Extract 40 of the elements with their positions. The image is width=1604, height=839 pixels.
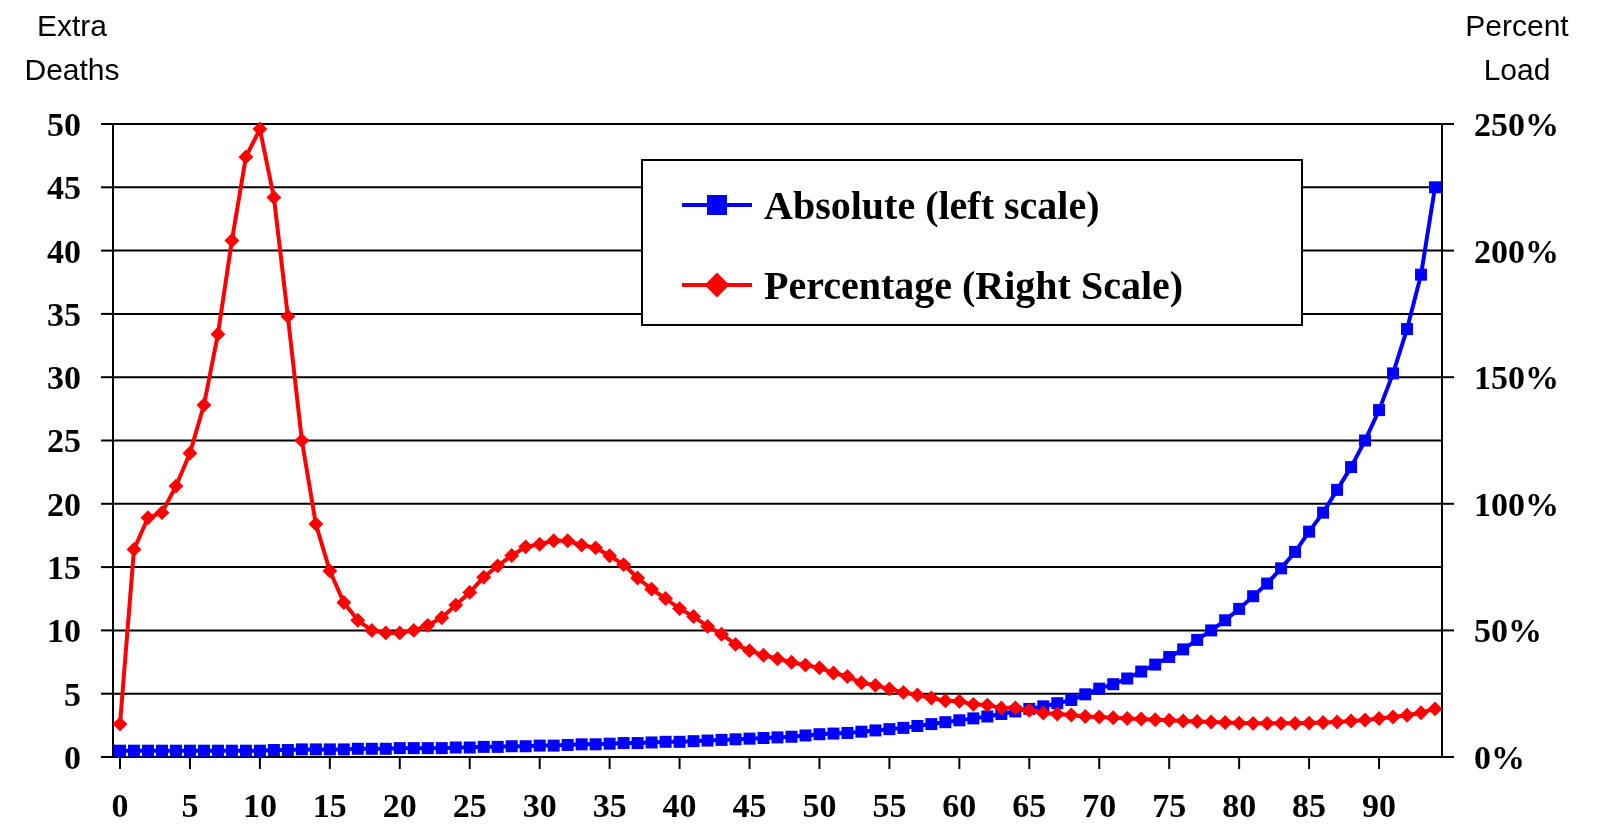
y2-tick-label: 200% (1474, 232, 1559, 270)
x-tick-label: 70 (1082, 787, 1117, 824)
y-tick-label: 20 (47, 485, 81, 523)
x-tick-label: 85 (1292, 787, 1327, 824)
x-tick-label: 45 (732, 787, 767, 824)
x-tick-label: 35 (592, 787, 627, 824)
legend-label: Absolute (left scale) (764, 183, 1100, 228)
y2-tick-label: 250% (1474, 105, 1559, 143)
y-axis-title: Extra Deaths (24, 9, 120, 86)
y-tick-label: 15 (47, 549, 81, 586)
y2-tick-label: 150% (1474, 359, 1559, 397)
y-tick-label: 45 (47, 169, 81, 207)
x-tick-label: 40 (662, 787, 697, 824)
x-tick-label: 80 (1222, 787, 1257, 824)
x-tick-label: 65 (1012, 787, 1047, 824)
x-tick-label: 5 (181, 787, 199, 824)
y-tick-label: 40 (47, 232, 81, 270)
y-tick-label: 30 (47, 359, 81, 397)
y-tick-label: 35 (47, 295, 81, 333)
x-tick-label: 50 (802, 787, 837, 824)
x-tick-label: 20 (382, 787, 417, 824)
x-tick-label: 15 (312, 787, 347, 824)
y2-tick-label: 100% (1474, 485, 1559, 523)
y2-tick-label: 0% (1474, 738, 1525, 776)
x-tick-label: 10 (242, 787, 277, 824)
y-tick-label: 5 (64, 675, 81, 713)
x-tick-label: 30 (522, 787, 557, 824)
y2-tick-label: 50% (1474, 612, 1542, 650)
y-tick-label: 50 (47, 105, 81, 143)
x-tick-label: 55 (872, 787, 907, 824)
y-tick-label: 25 (47, 422, 81, 460)
x-tick-label: 90 (1362, 787, 1397, 824)
x-tick-label: 75 (1152, 787, 1187, 824)
legend-label: Percentage (Right Scale) (764, 263, 1184, 308)
y-tick-label: 0 (64, 738, 81, 776)
x-tick-label: 60 (942, 787, 977, 824)
x-tick-label: 25 (452, 787, 487, 824)
y-tick-label: 10 (47, 612, 81, 650)
x-tick-label: 0 (111, 787, 129, 824)
y2-axis-title: Percent Load (1465, 9, 1570, 86)
